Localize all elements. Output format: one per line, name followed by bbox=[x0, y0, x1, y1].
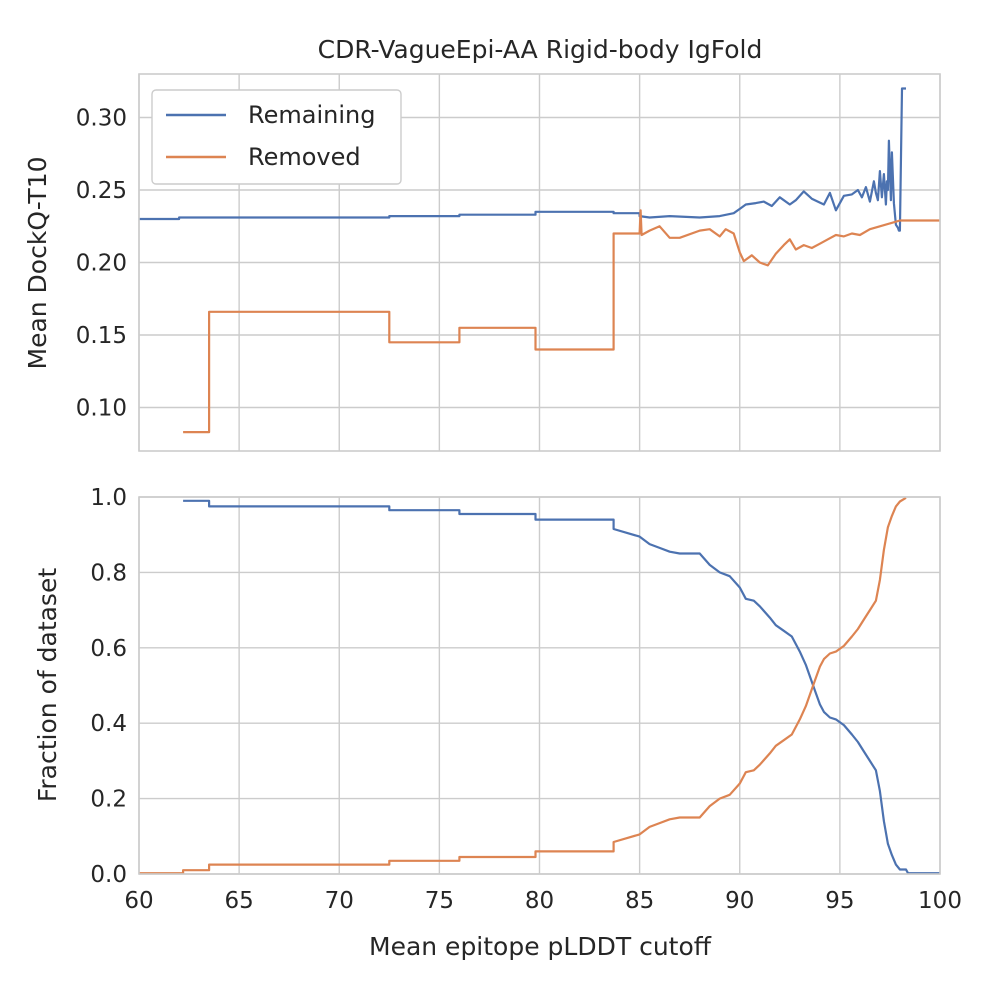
bottom-y-tick-label: 0.6 bbox=[90, 636, 127, 662]
bottom-series-removed bbox=[139, 496, 907, 875]
bottom-x-tick-labels: 60 65 70 75 80 85 90 95 100 bbox=[124, 888, 962, 914]
top-y-tick-label: 0.15 bbox=[76, 323, 127, 349]
top-y-tick-label: 0.30 bbox=[76, 106, 127, 132]
top-panel: 0.10 0.15 0.20 0.25 0.30 Mean DockQ-T10 Rema… bbox=[23, 73, 941, 452]
bottom-plot-frame bbox=[138, 496, 941, 875]
bottom-y-axis-label: Fraction of dataset bbox=[33, 568, 62, 802]
top-y-tick-label: 0.20 bbox=[76, 251, 127, 277]
top-gridlines bbox=[138, 74, 941, 451]
bottom-y-tick-label: 1.0 bbox=[90, 485, 127, 511]
bottom-gridlines bbox=[138, 496, 941, 875]
bottom-y-tick-label: 0.0 bbox=[90, 862, 127, 888]
top-y-tick-label: 0.10 bbox=[76, 396, 127, 422]
bottom-x-tick-label: 95 bbox=[825, 888, 854, 914]
bottom-y-tick-label: 0.4 bbox=[90, 711, 127, 737]
bottom-y-tick-labels: 0.0 0.2 0.4 0.6 0.8 1.0 bbox=[90, 485, 127, 888]
legend-remaining-label: Remaining bbox=[248, 101, 375, 129]
bottom-series-group bbox=[139, 496, 940, 875]
bottom-x-tick-label: 70 bbox=[325, 888, 354, 914]
top-y-tick-labels: 0.10 0.15 0.20 0.25 0.30 bbox=[76, 106, 127, 422]
bottom-x-axis-label: Mean epitope pLDDT cutoff bbox=[369, 932, 712, 961]
legend-removed-label: Removed bbox=[248, 143, 361, 171]
bottom-x-tick-label: 100 bbox=[918, 888, 962, 914]
top-plot-frame bbox=[138, 73, 941, 452]
top-y-axis-label: Mean DockQ-T10 bbox=[23, 156, 52, 369]
bottom-x-tick-label: 65 bbox=[224, 888, 253, 914]
bottom-panel: 0.0 0.2 0.4 0.6 0.8 1.0 60 65 70 75 80 85 90 95 100 F… bbox=[33, 485, 962, 961]
legend-box bbox=[151, 89, 402, 185]
legend: Remaining Removed bbox=[151, 89, 402, 185]
top-series-group bbox=[139, 87, 940, 434]
bottom-series-remaining bbox=[183, 499, 940, 875]
bottom-x-tick-label: 85 bbox=[625, 888, 654, 914]
top-series-remaining bbox=[139, 87, 906, 232]
top-y-tick-label: 0.25 bbox=[76, 178, 127, 204]
bottom-x-tick-label: 80 bbox=[525, 888, 554, 914]
bottom-y-tick-label: 0.8 bbox=[90, 560, 127, 586]
bottom-x-tick-label: 90 bbox=[725, 888, 754, 914]
chart-title: CDR-VagueEpi-AA Rigid-body IgFold bbox=[318, 35, 763, 64]
top-series-removed bbox=[183, 209, 940, 434]
bottom-x-tick-label: 75 bbox=[425, 888, 454, 914]
bottom-x-tick-label: 60 bbox=[124, 888, 153, 914]
bottom-y-tick-label: 0.2 bbox=[90, 787, 127, 813]
